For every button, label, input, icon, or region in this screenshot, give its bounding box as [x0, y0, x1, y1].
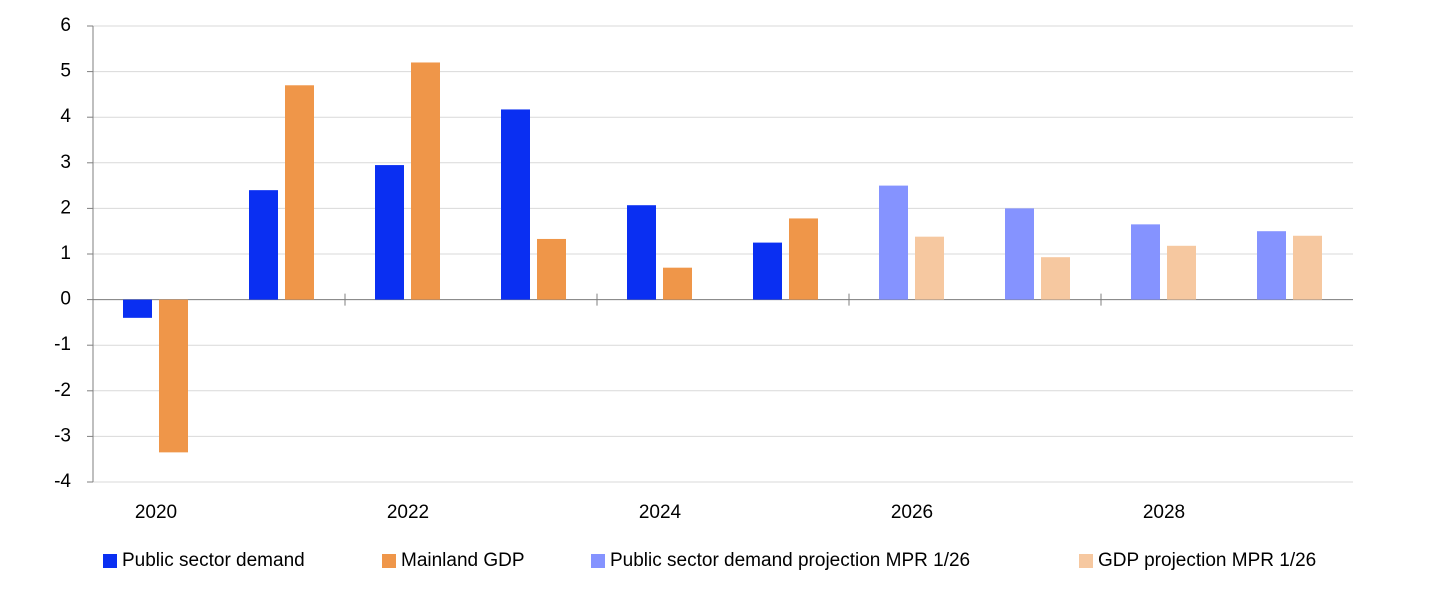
- x-tick-label: 2022: [387, 502, 429, 523]
- y-tick-label: 5: [60, 61, 71, 82]
- legend-label: GDP projection MPR 1/26: [1098, 550, 1316, 571]
- bar: [915, 236, 944, 300]
- bar: [627, 205, 656, 300]
- y-tick-label: -4: [54, 471, 71, 492]
- y-tick-label: 3: [60, 152, 71, 173]
- bar: [1005, 208, 1034, 300]
- y-tick-label: 0: [60, 289, 71, 310]
- x-tick-label: 2028: [1143, 502, 1185, 523]
- bar: [753, 242, 782, 300]
- bar: [879, 185, 908, 300]
- x-tick-label: 2026: [891, 502, 933, 523]
- bar: [537, 238, 566, 300]
- x-tick-label: 2020: [135, 502, 177, 523]
- bar: [501, 109, 530, 300]
- legend-swatch: [382, 554, 396, 568]
- legend-swatch: [591, 554, 605, 568]
- y-tick-label: 1: [60, 243, 71, 264]
- bar: [159, 299, 188, 453]
- bar: [789, 218, 818, 300]
- bar: [375, 165, 404, 300]
- bar: [1131, 224, 1160, 300]
- x-tick-label: 2024: [639, 502, 682, 523]
- y-tick-label: 4: [60, 106, 71, 127]
- bar: [1257, 231, 1286, 300]
- legend-label: Public sector demand: [122, 550, 305, 571]
- legend-swatch: [103, 554, 117, 568]
- legend-swatch: [1079, 554, 1093, 568]
- y-tick-label: 2: [60, 197, 71, 218]
- bar: [1293, 235, 1322, 300]
- y-tick-label: -3: [54, 425, 71, 446]
- bar: [663, 267, 692, 300]
- legend-label: Mainland GDP: [401, 550, 525, 571]
- bar: [411, 62, 440, 300]
- legend-label: Public sector demand projection MPR 1/26: [610, 550, 970, 571]
- bar: [123, 299, 152, 318]
- y-tick-label: -2: [54, 380, 71, 401]
- bar: [285, 85, 314, 300]
- bar: [249, 190, 278, 300]
- bar: [1041, 257, 1070, 300]
- y-tick-label: 6: [60, 15, 71, 36]
- y-tick-label: -1: [54, 334, 71, 355]
- bar: [1167, 245, 1196, 300]
